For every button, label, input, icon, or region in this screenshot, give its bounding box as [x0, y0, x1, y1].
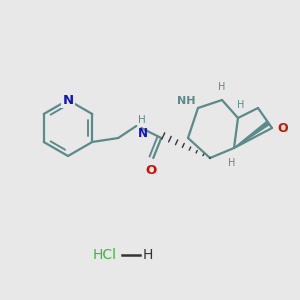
Text: NH: NH: [178, 96, 196, 106]
Text: O: O: [146, 164, 157, 177]
Text: H: H: [228, 158, 236, 168]
Text: HCl: HCl: [93, 248, 117, 262]
Text: N: N: [138, 127, 148, 140]
Text: H: H: [237, 100, 245, 110]
Polygon shape: [234, 122, 269, 148]
Text: O: O: [277, 122, 288, 134]
Text: H: H: [138, 115, 146, 125]
Text: H: H: [218, 82, 226, 92]
Text: N: N: [62, 94, 74, 106]
Text: H: H: [143, 248, 153, 262]
